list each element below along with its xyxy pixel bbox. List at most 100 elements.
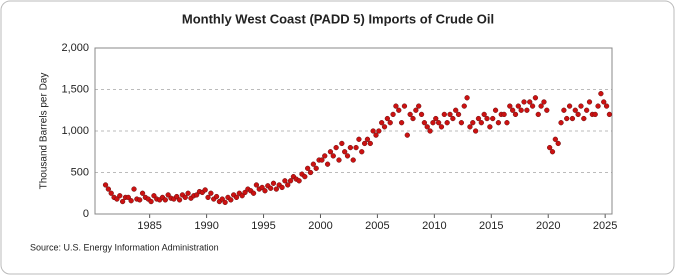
point (282, 178, 288, 184)
point (387, 120, 393, 126)
point (555, 140, 561, 147)
point (572, 107, 578, 113)
point (475, 115, 482, 122)
point (273, 186, 279, 192)
point (228, 197, 234, 203)
point (404, 132, 410, 138)
point (339, 140, 345, 147)
point (162, 197, 168, 203)
point (444, 120, 450, 126)
point (222, 199, 228, 206)
point (219, 196, 225, 202)
point (490, 115, 496, 122)
point (242, 189, 248, 196)
point (584, 107, 590, 113)
point (598, 91, 604, 97)
point (185, 190, 191, 196)
point (319, 157, 325, 163)
point (450, 115, 456, 122)
point (105, 186, 112, 192)
point (396, 107, 402, 113)
point (279, 184, 285, 191)
point (467, 124, 473, 130)
point (578, 103, 584, 109)
point (569, 115, 576, 122)
point (182, 194, 188, 201)
point (322, 153, 328, 159)
point (131, 186, 137, 192)
point (472, 128, 479, 134)
x-tick-label: 2025 (593, 220, 617, 232)
point (603, 103, 610, 109)
point (333, 144, 339, 151)
point (305, 165, 311, 172)
point (524, 107, 530, 113)
point (353, 144, 359, 151)
point (239, 193, 245, 199)
point (595, 103, 601, 109)
point (424, 124, 430, 130)
point (313, 165, 319, 172)
point (435, 120, 442, 126)
point (601, 99, 607, 105)
point (137, 197, 143, 203)
point (458, 120, 465, 126)
point (119, 198, 126, 205)
point (501, 111, 507, 118)
point (549, 149, 556, 155)
point (470, 120, 476, 126)
point (174, 193, 180, 200)
point (509, 107, 516, 113)
point (581, 115, 587, 122)
x-tick-label: 2020 (536, 220, 560, 232)
point (492, 107, 499, 113)
point (193, 192, 200, 198)
point (148, 198, 154, 205)
point (250, 190, 257, 196)
point (102, 182, 109, 188)
point (270, 180, 277, 186)
point (455, 111, 462, 118)
point (128, 198, 134, 204)
point (421, 120, 428, 126)
point (139, 190, 146, 196)
point (125, 194, 131, 201)
y-axis-label: Thousand Barrels per Day (39, 73, 50, 190)
point (461, 103, 467, 109)
point (464, 95, 470, 101)
point (347, 144, 354, 151)
point (518, 107, 524, 113)
point (364, 136, 371, 142)
point (558, 120, 564, 126)
point (515, 103, 521, 109)
point (606, 111, 613, 118)
point (285, 182, 291, 188)
point (114, 196, 120, 202)
point (307, 169, 314, 176)
point (370, 128, 376, 134)
point (507, 103, 513, 109)
point (564, 115, 570, 122)
point (379, 120, 385, 126)
x-tick-label: 1985 (137, 220, 161, 232)
point (484, 115, 490, 122)
point (441, 111, 447, 118)
point (407, 111, 413, 118)
point (390, 111, 396, 118)
point (504, 120, 510, 126)
point (324, 161, 331, 167)
plot-area (94, 47, 613, 215)
point (401, 103, 408, 109)
point (398, 120, 405, 126)
point (586, 99, 593, 105)
point (393, 103, 399, 109)
point (361, 140, 368, 147)
point (416, 103, 422, 109)
point (259, 184, 265, 191)
x-tick-label: 2010 (422, 220, 446, 232)
point (342, 149, 348, 155)
point (384, 115, 391, 122)
point (535, 111, 541, 118)
